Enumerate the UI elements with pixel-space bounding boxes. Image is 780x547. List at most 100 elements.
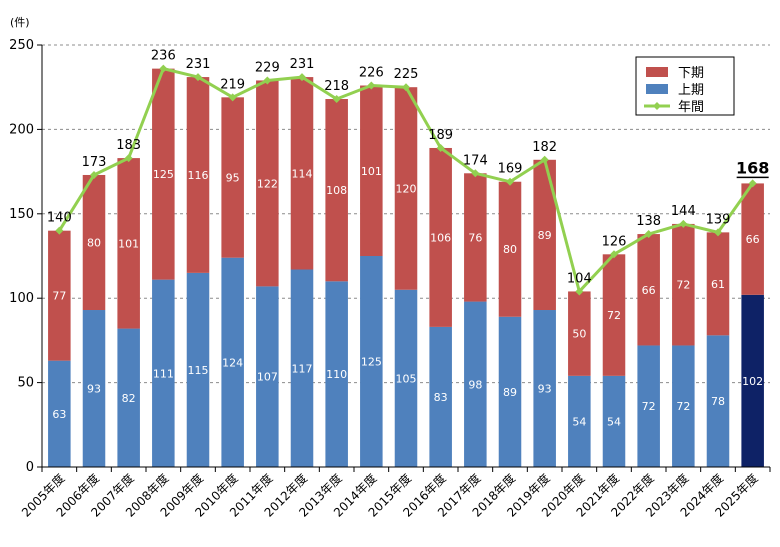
- annual-point: [124, 154, 133, 163]
- data-label-shimoki: 80: [503, 243, 517, 256]
- data-label-kamiki: 72: [642, 400, 656, 413]
- annual-line: 140 173 183 236 231 219 229 231 218 226 225 189 174 1…: [47, 49, 769, 296]
- bar-shimoki: [394, 87, 418, 290]
- y-axis: 0 50 100 150 200 250: [9, 38, 43, 475]
- annual-total-label: 169: [498, 162, 523, 177]
- data-label-kamiki: 124: [222, 356, 243, 369]
- annual-total-label: 231: [290, 57, 315, 72]
- bar-shimoki: [429, 147, 452, 327]
- data-label-shimoki: 72: [607, 309, 621, 322]
- data-label-kamiki: 72: [676, 400, 690, 413]
- annual-total-label: 139: [706, 212, 731, 227]
- bar-shimoki: [186, 77, 210, 273]
- legend-label: 上期: [678, 83, 704, 98]
- bar-kamiki: [186, 272, 210, 467]
- bar-shimoki: [464, 173, 487, 302]
- y-tick-label: 200: [9, 122, 34, 137]
- annual-total-label: 168: [736, 158, 769, 177]
- bar-shimoki: [741, 183, 764, 295]
- bar-kamiki: [672, 345, 695, 467]
- data-label-kamiki: 102: [742, 375, 763, 388]
- bar-kamiki: [533, 310, 556, 467]
- bar-kamiki: [706, 335, 730, 467]
- y-tick-label: 150: [9, 207, 34, 222]
- data-label-shimoki: 116: [188, 169, 209, 182]
- data-label-shimoki: 101: [118, 237, 139, 250]
- bar-shimoki: [498, 181, 522, 317]
- bar-kamiki: [360, 256, 383, 467]
- annual-point: [679, 219, 688, 228]
- bar-shimoki: [325, 99, 348, 282]
- bar-shimoki: [256, 80, 279, 287]
- annual-total-label: 174: [463, 153, 488, 168]
- data-label-shimoki: 108: [326, 184, 347, 197]
- bar-kamiki: [741, 294, 764, 467]
- data-label-shimoki: 120: [396, 182, 417, 195]
- annual-point: [748, 179, 757, 188]
- annual-total-label: 218: [324, 79, 349, 94]
- data-label-shimoki: 66: [746, 233, 760, 246]
- bars: 63 77 93 80 82 101 111 125 115 116 124 95 107 122 117 1…: [48, 68, 764, 467]
- legend-swatch: [646, 67, 668, 77]
- bar-shimoki: [221, 97, 244, 258]
- data-label-kamiki: 111: [153, 367, 174, 380]
- data-label-kamiki: 105: [396, 372, 417, 385]
- data-label-kamiki: 107: [257, 371, 278, 384]
- data-label-shimoki: 122: [257, 177, 278, 190]
- bar-kamiki: [117, 328, 140, 467]
- bar-shimoki: [290, 77, 314, 270]
- annual-total-label: 126: [602, 234, 627, 249]
- bar-shimoki: [533, 159, 556, 311]
- data-label-kamiki: 93: [87, 383, 101, 396]
- bar-kamiki: [637, 345, 660, 467]
- annual-point: [575, 287, 584, 296]
- annual-total-label: 225: [394, 67, 419, 82]
- bar-shimoki: [152, 68, 175, 280]
- bar-kamiki: [602, 375, 626, 467]
- data-label-shimoki: 101: [361, 165, 382, 178]
- data-label-kamiki: 125: [361, 356, 382, 369]
- legend-label: 年間: [678, 100, 704, 115]
- bar-shimoki: [602, 254, 626, 376]
- bar-kamiki: [256, 286, 279, 467]
- annual-point: [298, 73, 306, 82]
- bar-kamiki: [290, 269, 314, 467]
- annual-total-label: 138: [636, 214, 661, 229]
- data-label-kamiki: 110: [326, 368, 347, 381]
- annual-total-label: 189: [428, 128, 453, 143]
- data-label-shimoki: 89: [538, 229, 552, 242]
- data-label-kamiki: 54: [607, 415, 621, 428]
- bar-kamiki: [325, 281, 348, 467]
- annual-point: [159, 64, 168, 73]
- bar-kamiki: [48, 360, 71, 467]
- data-label-kamiki: 98: [468, 378, 482, 391]
- annual-total-label: 229: [255, 60, 280, 75]
- data-label-kamiki: 115: [188, 364, 209, 377]
- bar-shimoki: [706, 232, 730, 336]
- bar-kamiki: [568, 375, 591, 467]
- bar-kamiki: [394, 289, 418, 467]
- annual-point: [402, 83, 410, 92]
- bar-kamiki: [152, 279, 175, 467]
- bar-kamiki: [429, 326, 452, 467]
- bar-shimoki: [48, 230, 71, 361]
- data-label-shimoki: 72: [676, 279, 690, 292]
- annual-total-label: 140: [47, 211, 72, 226]
- annual-point: [332, 95, 341, 104]
- annual-point: [90, 170, 98, 179]
- annual-point: [367, 81, 376, 90]
- annual-total-label: 182: [532, 140, 557, 155]
- annual-point: [228, 93, 237, 102]
- data-label-kamiki: 83: [434, 391, 448, 404]
- bar-kamiki: [82, 310, 106, 467]
- data-label-kamiki: 63: [52, 408, 66, 421]
- bar-kamiki: [221, 257, 244, 467]
- bar-kamiki: [498, 316, 522, 467]
- data-label-shimoki: 125: [153, 168, 174, 181]
- bar-shimoki: [568, 291, 591, 376]
- data-label-shimoki: 61: [711, 278, 725, 291]
- data-label-kamiki: 117: [292, 362, 313, 375]
- legend-swatch-marker: [653, 102, 661, 110]
- annual-point: [263, 76, 272, 85]
